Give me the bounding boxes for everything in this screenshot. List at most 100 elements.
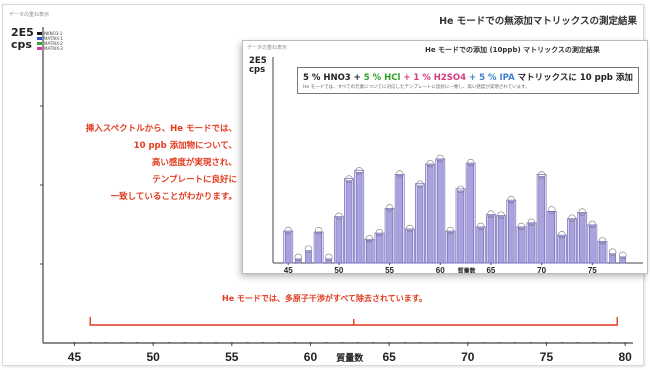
peak-marker xyxy=(558,231,566,239)
spectrum-peak xyxy=(518,227,525,264)
main-bar xyxy=(214,342,218,343)
inset-x-tick-label: 70 xyxy=(537,266,546,273)
matrix-part-4: + 5 % IPA xyxy=(466,73,515,83)
main-bar xyxy=(183,342,187,343)
peak-marker xyxy=(568,214,576,222)
peak-marker xyxy=(314,226,323,235)
main-bar xyxy=(356,342,360,343)
matrix-part-3: + 1 % H2SO4 xyxy=(400,73,467,83)
spectrum-peak xyxy=(528,223,535,264)
legend-label: MATRIX-1 xyxy=(44,36,63,41)
peak-marker xyxy=(456,185,465,194)
main-x-tick-label: 50 xyxy=(146,350,160,364)
matrix-part-1: 5 % HNO3 + xyxy=(303,73,361,83)
callout-line-4: テンプレートに良好に xyxy=(152,175,237,185)
peak-marker xyxy=(466,158,475,167)
spectrum-peak xyxy=(548,211,556,264)
main-chart-title: He モードでの無添加マトリックスの測定結果 xyxy=(439,16,637,27)
spectrum-peak xyxy=(386,209,393,264)
main-bar xyxy=(434,342,438,343)
peak-marker xyxy=(598,237,607,245)
peak-marker xyxy=(436,154,444,163)
peak-marker xyxy=(304,245,313,253)
peak-marker xyxy=(578,208,586,216)
main-x-tick-label: 65 xyxy=(382,350,396,364)
main-bar xyxy=(324,342,328,343)
legend-swatch xyxy=(37,37,42,40)
spectrum-peak xyxy=(305,250,312,264)
peak-marker xyxy=(365,235,374,243)
main-chart-header-label: データの重ね表示 xyxy=(9,12,50,18)
main-chart-y-unit-label: cps xyxy=(11,37,32,51)
main-chart-y-unit: 2E5 cps xyxy=(11,27,34,50)
peak-marker xyxy=(345,175,353,183)
legend-entry: NKNO3-1 xyxy=(37,31,63,36)
legend-entry: MATRIX-3 xyxy=(37,46,63,51)
matrix-part-2: 5 % HCl xyxy=(360,73,401,83)
spectrum-peak xyxy=(284,231,292,264)
main-chart-callout: 挿入スペクトルから、He モードでは、 10 ppb 添加物について、 高い感度… xyxy=(43,121,237,206)
main-bar xyxy=(482,342,486,343)
main-bar xyxy=(120,342,124,343)
main-chart-plot: 45 50 55 60 65 70 75 80 質量数 xyxy=(40,27,633,364)
main-bar xyxy=(167,342,171,343)
inset-chart-title: He モードでの添加 (10ppb) マトリックスの測定結果 xyxy=(425,46,600,54)
legend-entry: MATRIX-1 xyxy=(37,36,63,41)
matrix-subtext: He モードでは、すべての元素についてに対応したテンプレートに良好に一致し、高い… xyxy=(303,85,530,90)
inset-x-tick-label: 65 xyxy=(486,266,495,273)
main-bar xyxy=(544,342,548,343)
peak-marker xyxy=(426,159,434,168)
callout-line-3: 高い感度が実現され、 xyxy=(151,158,237,168)
legend-swatch xyxy=(37,42,42,45)
main-bar xyxy=(246,342,250,343)
peak-marker xyxy=(548,206,556,214)
main-x-tick-label: 55 xyxy=(225,350,239,364)
inset-chart-panel: データの重ね表示 He モードでの添加 (10ppb) マトリックスの測定結果 … xyxy=(242,40,648,274)
main-chart-y-unit-value: 2E5 xyxy=(11,26,34,39)
peak-marker xyxy=(527,218,536,227)
inset-chart-y-unit-value: 2E5 xyxy=(249,56,267,66)
main-bar xyxy=(230,342,234,343)
spectrum-peak xyxy=(609,253,616,264)
spectrum-peak xyxy=(558,235,566,264)
main-bar xyxy=(261,342,265,343)
main-bar xyxy=(419,342,423,343)
main-bar xyxy=(277,342,281,343)
spectrum-peak xyxy=(487,215,495,264)
spectrum-peak xyxy=(568,219,576,264)
main-bar xyxy=(529,342,533,343)
spectrum-peak xyxy=(406,229,414,264)
main-bar xyxy=(607,342,611,343)
inset-x-tick-label: 60 xyxy=(436,266,445,273)
spectrum-peak xyxy=(578,213,586,264)
inset-x-tick-label: 50 xyxy=(334,266,343,273)
legend-swatch xyxy=(37,47,42,50)
main-bar xyxy=(450,342,454,343)
peak-marker xyxy=(375,228,384,237)
peak-marker xyxy=(619,251,627,260)
main-bar xyxy=(340,342,344,343)
spectrum-peak xyxy=(538,176,545,264)
peak-marker xyxy=(355,167,363,175)
inset-x-tick-label: 45 xyxy=(284,266,293,273)
peak-marker xyxy=(588,220,597,229)
spectrum-peak xyxy=(416,185,424,264)
inset-chart-header-label: データの重ね表示 xyxy=(247,45,288,51)
peak-marker xyxy=(477,222,485,231)
main-bar xyxy=(592,342,596,343)
peak-marker xyxy=(406,224,414,233)
peak-marker xyxy=(396,170,404,178)
main-x-tick-label: 80 xyxy=(618,350,632,364)
callout-line-5: 一致していることがわかります。 xyxy=(110,192,237,202)
peak-marker xyxy=(497,211,505,219)
spectrum-peak xyxy=(426,164,434,264)
callout-line-1: 挿入スペクトルから、He モードでは、 xyxy=(85,124,237,134)
inset-x-tick-label: 55 xyxy=(385,266,394,273)
peak-marker xyxy=(537,171,546,179)
inset-x-tick-label: 75 xyxy=(588,266,597,273)
main-bar xyxy=(293,342,297,343)
main-x-axis-label: 質量数 xyxy=(336,352,364,364)
main-bar xyxy=(403,342,407,343)
main-x-tick-label: 60 xyxy=(304,350,318,364)
main-bar xyxy=(308,342,312,343)
